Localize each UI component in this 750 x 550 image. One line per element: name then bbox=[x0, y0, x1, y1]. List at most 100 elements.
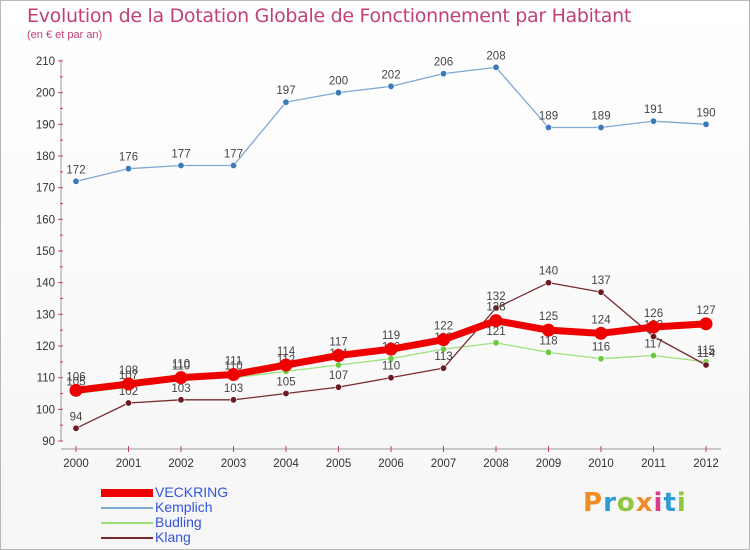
y-tick-label: 110 bbox=[37, 373, 55, 385]
data-point-kemplich bbox=[492, 63, 500, 71]
data-point-veckring bbox=[594, 326, 608, 340]
data-label-kemplich: 189 bbox=[539, 111, 558, 123]
x-tick-label: 2004 bbox=[273, 458, 299, 470]
data-label-klang: 140 bbox=[539, 266, 558, 278]
logo-letter: o bbox=[616, 488, 636, 518]
legend-label-kemplich: Kemplich bbox=[155, 499, 213, 515]
y-tick-label: 200 bbox=[36, 88, 55, 100]
data-label-veckring: 117 bbox=[329, 337, 347, 349]
x-tick-label: 2010 bbox=[588, 458, 614, 470]
x-tick-label: 2001 bbox=[116, 458, 142, 470]
data-label-kemplich: 190 bbox=[696, 107, 715, 119]
data-label-budling: 117 bbox=[644, 339, 662, 351]
data-label-veckring: 106 bbox=[66, 371, 85, 383]
x-tick-label: 2011 bbox=[641, 458, 666, 470]
data-label-kemplich: 172 bbox=[66, 164, 85, 176]
logo-letter: x bbox=[635, 488, 654, 518]
data-label-budling: 116 bbox=[592, 342, 610, 354]
data-point-kemplich bbox=[230, 162, 238, 170]
data-point-klang bbox=[282, 389, 290, 397]
chart-title: Evolution de la Dotation Globale de Fonc… bbox=[27, 5, 632, 27]
data-point-kemplich bbox=[544, 124, 552, 132]
x-tick-label: 2009 bbox=[536, 458, 562, 470]
x-tick-label: 2008 bbox=[483, 458, 509, 470]
data-point-kemplich bbox=[125, 165, 133, 173]
logo-letter: r bbox=[603, 488, 617, 518]
data-point-veckring bbox=[699, 317, 713, 331]
data-point-kemplich bbox=[177, 162, 185, 170]
data-point-klang bbox=[230, 396, 238, 404]
data-label-kemplich: 197 bbox=[276, 85, 295, 97]
data-label-budling: 110 bbox=[172, 361, 190, 373]
data-point-kemplich bbox=[72, 177, 80, 185]
data-point-veckring bbox=[279, 358, 293, 372]
data-point-kemplich bbox=[282, 98, 290, 106]
data-label-klang: 105 bbox=[276, 377, 295, 389]
legend-label-budling: Budling bbox=[155, 514, 202, 530]
x-tick-label: 2006 bbox=[378, 458, 404, 470]
data-label-veckring: 128 bbox=[486, 302, 505, 314]
data-point-kemplich bbox=[387, 82, 395, 90]
y-tick-label: 180 bbox=[36, 151, 55, 163]
legend-swatch-veckring bbox=[101, 489, 153, 497]
data-point-klang bbox=[72, 424, 80, 432]
legend-label-veckring: VECKRING bbox=[155, 484, 229, 500]
data-label-veckring: 126 bbox=[644, 308, 663, 320]
data-point-kemplich bbox=[439, 70, 447, 78]
data-point-klang bbox=[125, 399, 133, 407]
data-point-budling bbox=[544, 348, 552, 356]
legend-swatch-budling bbox=[101, 522, 153, 524]
data-label-klang: 114 bbox=[697, 348, 716, 360]
data-label-budling: 105 bbox=[66, 377, 85, 389]
data-point-kemplich bbox=[649, 117, 657, 125]
logo-letter: i bbox=[653, 488, 664, 518]
data-label-budling: 121 bbox=[486, 326, 505, 338]
data-point-budling bbox=[492, 339, 500, 347]
data-label-klang: 113 bbox=[434, 351, 452, 363]
data-label-kemplich: 176 bbox=[119, 152, 138, 164]
y-tick-label: 150 bbox=[36, 246, 55, 258]
data-point-budling bbox=[649, 351, 657, 359]
x-tick-label: 2012 bbox=[693, 458, 719, 470]
data-label-veckring: 111 bbox=[225, 356, 242, 368]
data-label-veckring: 122 bbox=[434, 321, 453, 333]
data-point-kemplich bbox=[334, 89, 342, 97]
y-tick-label: 120 bbox=[36, 341, 55, 353]
data-label-klang: 102 bbox=[119, 386, 138, 398]
data-label-klang: 94 bbox=[70, 411, 83, 423]
logo-letter: t bbox=[663, 488, 677, 518]
data-point-budling bbox=[597, 355, 605, 363]
y-tick-label: 130 bbox=[36, 309, 55, 321]
data-point-klang bbox=[334, 383, 342, 391]
legend-swatch-klang bbox=[101, 537, 153, 539]
y-tick-label: 100 bbox=[36, 404, 55, 416]
data-point-veckring bbox=[227, 368, 240, 381]
logo-letter: i bbox=[676, 488, 687, 518]
data-point-kemplich bbox=[597, 124, 605, 132]
data-point-klang bbox=[387, 374, 395, 382]
legend-swatch-kemplich bbox=[101, 507, 153, 509]
data-label-klang: 137 bbox=[591, 275, 610, 287]
x-tick-label: 2003 bbox=[221, 458, 247, 470]
data-label-veckring: 110 bbox=[172, 359, 190, 371]
y-tick-label: 170 bbox=[36, 183, 55, 195]
data-label-veckring: 125 bbox=[539, 311, 558, 323]
data-label-klang: 103 bbox=[171, 383, 190, 395]
x-tick-label: 2000 bbox=[63, 458, 89, 470]
y-tick-label: 190 bbox=[36, 119, 55, 131]
y-tick-label: 140 bbox=[36, 278, 55, 290]
x-tick-label: 2007 bbox=[431, 458, 457, 470]
data-label-kemplich: 200 bbox=[329, 76, 348, 88]
data-point-veckring bbox=[437, 333, 450, 347]
data-point-klang bbox=[649, 332, 657, 340]
x-tick-label: 2002 bbox=[168, 458, 194, 470]
data-point-veckring bbox=[647, 320, 660, 334]
data-label-budling: 107 bbox=[119, 370, 138, 382]
data-point-klang bbox=[492, 304, 500, 312]
data-point-veckring bbox=[332, 349, 345, 362]
data-point-klang bbox=[597, 288, 605, 296]
data-point-klang bbox=[544, 279, 552, 287]
data-label-kemplich: 189 bbox=[591, 111, 610, 123]
data-point-klang bbox=[177, 396, 185, 404]
